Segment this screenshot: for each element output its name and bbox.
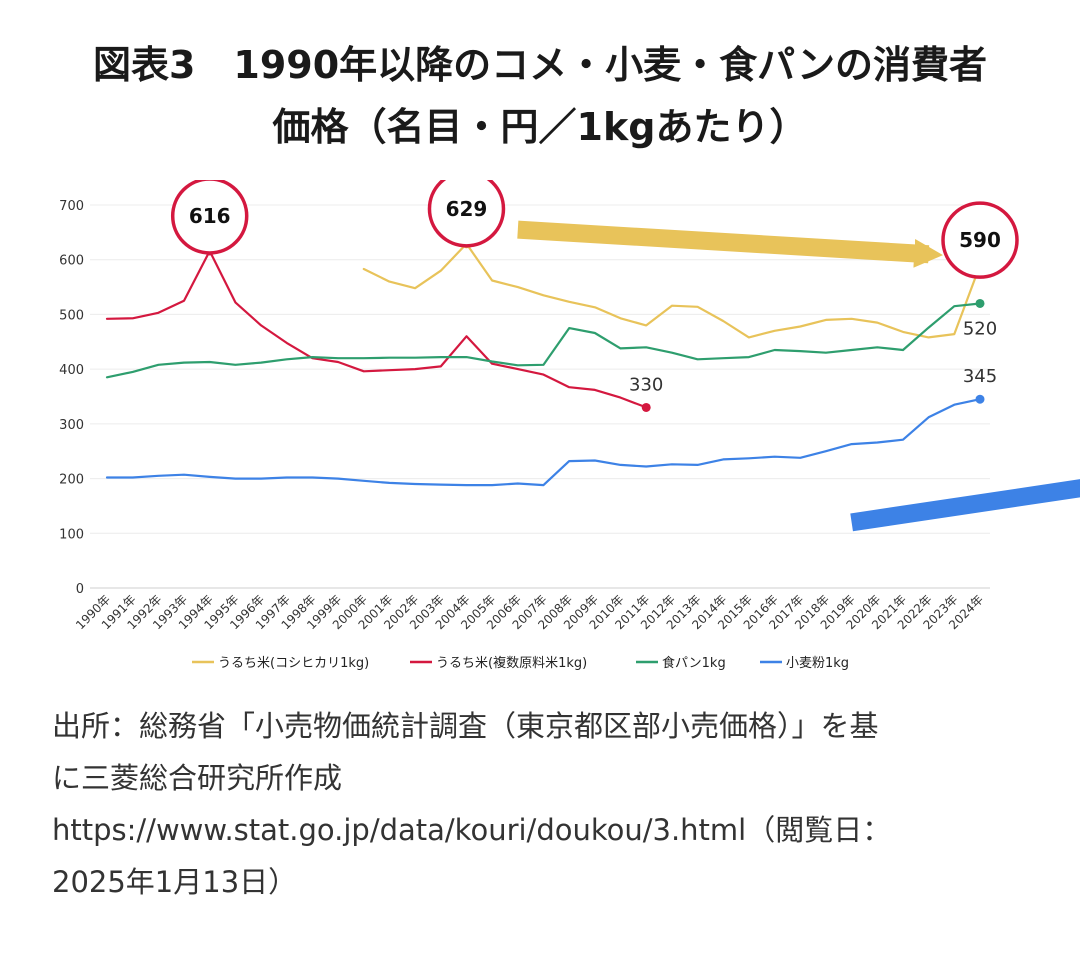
point-marker (641, 402, 651, 412)
legend: うるち米(コシヒカリ1kg) うるち米(複数原料米1kg) 食パン1kg 小麦粉1kg (192, 655, 849, 671)
y-tick-label: 600 (59, 254, 84, 269)
line-chart: 0 100 200 300 400 500 600 700 1990年1991年1992年19… (59, 180, 1080, 671)
callout-value-label: 629 (446, 197, 488, 221)
blue-trend-arrow (850, 479, 1080, 532)
y-tick-label: 700 (59, 199, 84, 214)
callout-circle (941, 201, 1019, 279)
data-value-label: 520 (963, 318, 997, 339)
y-tick-label: 200 (59, 473, 84, 488)
series-line-3 (105, 398, 982, 487)
x-axis-ticks: 1990年1991年1992年1993年1994年1995年1996年1997年… (73, 592, 986, 632)
legend-label: うるち米(複数原料米1kg) (436, 655, 587, 671)
callout-circle (170, 180, 249, 255)
y-tick-label: 400 (59, 363, 84, 378)
source-url: https://www.stat.go.jp/data/kouri/doukou… (52, 813, 892, 847)
callouts: 616 629 590 330 520 345 (170, 180, 1019, 412)
chart-title: 図表3 1990年以降のコメ・小麦・食パンの消費者 価格（名目・円／1kgあたり… (0, 34, 1080, 158)
yellow-trend-arrow (517, 220, 944, 268)
legend-label: 小麦粉1kg (786, 656, 849, 671)
point-marker (975, 298, 985, 308)
series-line-2 (105, 302, 982, 379)
callout-circle (427, 180, 506, 248)
y-tick-label: 100 (59, 527, 84, 542)
data-value-label: 330 (629, 374, 663, 395)
y-axis-ticks: 0 100 200 300 400 500 600 700 (59, 199, 84, 597)
source-line-1: 出所：総務省「小売物価統計調査（東京都区部小売価格）」を基 (52, 709, 879, 743)
source-note: 出所：総務省「小売物価統計調査（東京都区部小売価格）」を基 に三菱総合研究所作成… (52, 700, 1052, 908)
chart-title-line-2: 価格（名目・円／1kgあたり） (272, 105, 808, 149)
legend-label: 食パン1kg (662, 655, 726, 671)
series-line-1 (105, 249, 648, 409)
y-tick-label: 500 (59, 308, 84, 323)
callout-value-label: 616 (189, 204, 231, 228)
y-tick-label: 0 (76, 582, 84, 597)
legend-label: うるち米(コシヒカリ1kg) (218, 656, 369, 671)
data-value-label: 345 (963, 366, 997, 387)
trend-arrows (517, 220, 1080, 532)
y-tick-label: 300 (59, 418, 84, 433)
callout-value-label: 590 (959, 228, 1001, 252)
chart-title-line-1: 図表3 1990年以降のコメ・小麦・食パンの消費者 (92, 43, 988, 87)
point-marker (975, 394, 985, 404)
source-line-2: に三菱総合研究所作成 (52, 761, 343, 795)
series-lines (105, 242, 982, 487)
source-date: 2025年1月13日） (52, 865, 298, 899)
